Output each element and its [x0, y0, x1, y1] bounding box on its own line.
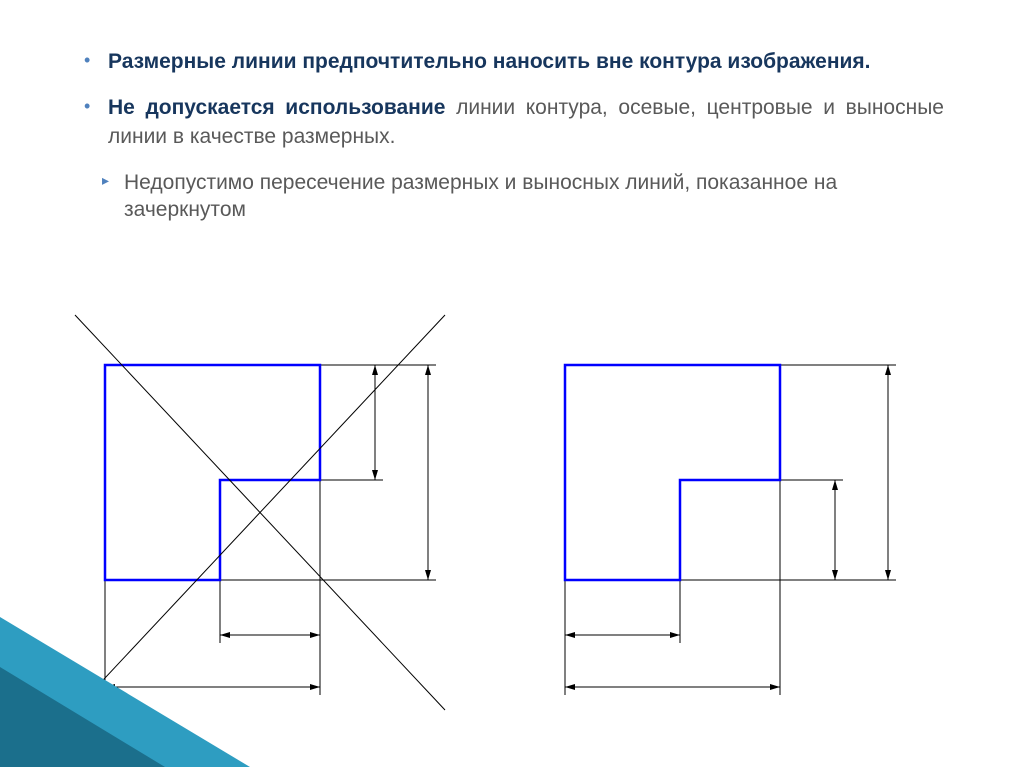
sub-item: Недопустимо пересечение размерных и выно…	[80, 169, 944, 224]
bullet-1-bold: Размерные линии предпочтительно наносить…	[108, 50, 871, 73]
bullet-item-2: Не допускается использование линии конту…	[80, 94, 944, 151]
bullet-list: Размерные линии предпочтительно наносить…	[80, 48, 944, 151]
text-content: Размерные линии предпочтительно наносить…	[0, 0, 1024, 224]
bullet-item-1: Размерные линии предпочтительно наносить…	[80, 48, 944, 76]
bullet-2-bold: Не допускается использование	[108, 96, 445, 119]
corner-decoration	[0, 617, 250, 767]
